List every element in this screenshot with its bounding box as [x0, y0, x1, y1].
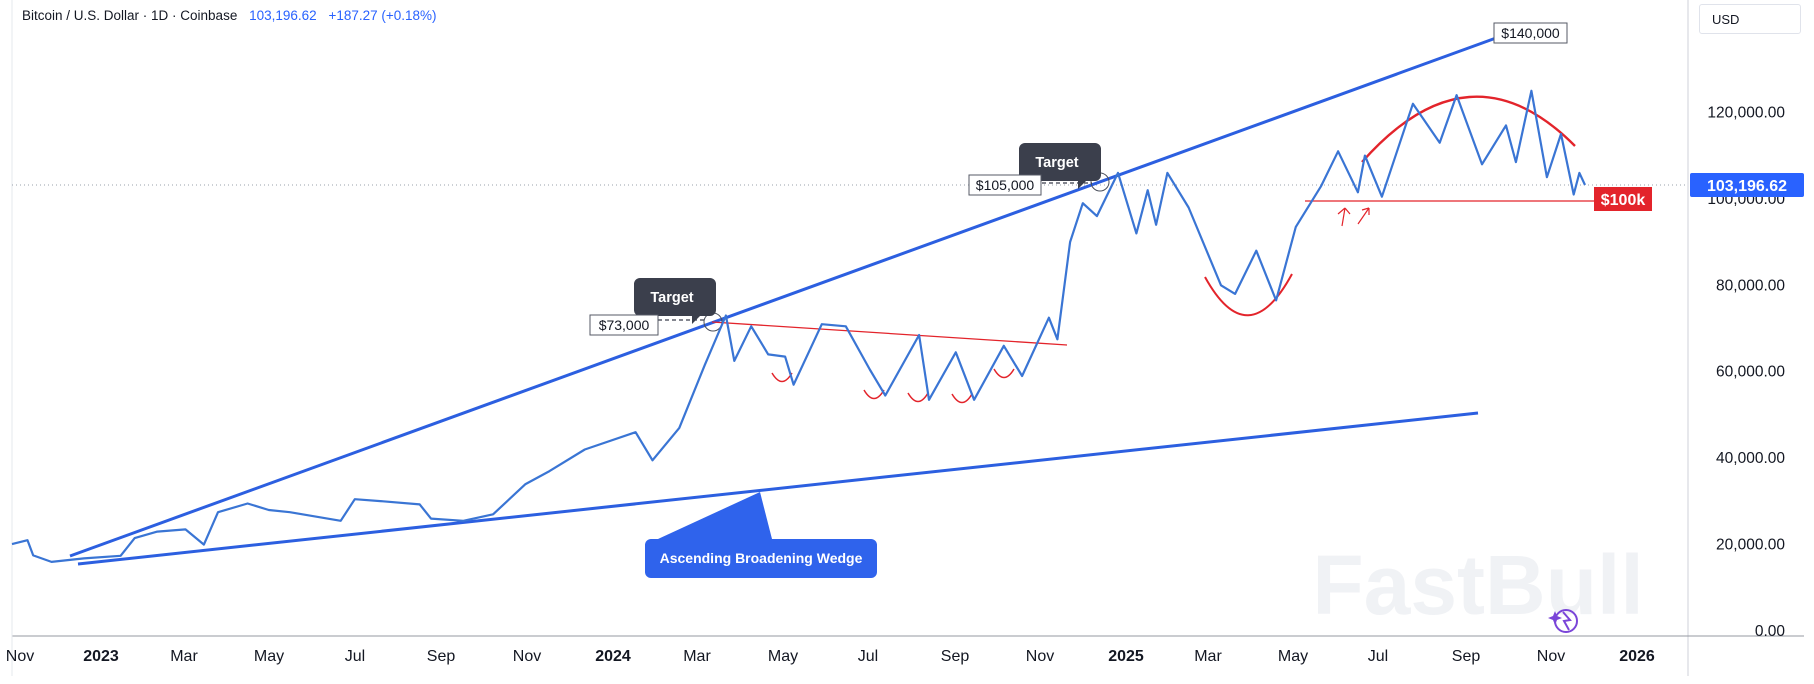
top-price-label-box: [1493, 22, 1568, 44]
time-tick-label: 2023: [83, 648, 119, 665]
watermark-logo: FastBull: [1312, 538, 1643, 632]
price-tick-label: 0.00: [1755, 623, 1786, 640]
wedge-label: Ascending Broadening Wedge: [660, 550, 863, 566]
price-series-line: [11, 89, 1586, 563]
time-tick-label: Nov: [1026, 648, 1054, 665]
rounding-bottom-arc: [1204, 273, 1293, 317]
price-tick-label: 80,000.00: [1716, 277, 1785, 294]
time-tick-label: May: [1278, 648, 1308, 665]
target-2-price-box: [968, 174, 1042, 196]
time-tick-label: 2024: [595, 648, 631, 665]
time-tick-label: 2026: [1619, 648, 1655, 665]
support-tag-box: [1594, 187, 1652, 211]
price-tick-label: 40,000.00: [1716, 450, 1785, 467]
price-tick-label: 60,000.00: [1716, 364, 1785, 381]
time-tick-label: 2025: [1108, 648, 1144, 665]
time-tick-label: Jul: [345, 648, 365, 665]
swing-low-arc: [951, 393, 973, 404]
current-price-tag-box: [1690, 173, 1804, 198]
time-tick-label: Jul: [858, 648, 878, 665]
top-price-label: $140,000: [1501, 25, 1560, 41]
price-change: +187.27 (+0.18%): [328, 8, 437, 23]
time-tick-label: Sep: [427, 648, 456, 665]
time-tick-label: Sep: [941, 648, 970, 665]
wedge-label-box: [645, 539, 877, 578]
support-tag-label: $100k: [1601, 192, 1646, 209]
resistance-line: [711, 321, 1068, 346]
target-1-label: Target: [650, 290, 693, 306]
time-tick-label: Sep: [1452, 648, 1481, 665]
price-tick-label: 120,000.00: [1707, 104, 1785, 121]
symbol-legend: Bitcoin / U.S. Dollar · 1D · Coinbase 10…: [22, 8, 437, 23]
arrow-up-icon: [1357, 207, 1370, 225]
target-1-price-box: [589, 314, 659, 336]
target-1-price: $73,000: [599, 317, 650, 333]
time-tick-label: Nov: [513, 648, 541, 665]
wedge-lower-line: [77, 411, 1479, 566]
target-2-label: Target: [1035, 155, 1078, 171]
current-price-tag: 103,196.62: [1707, 178, 1787, 195]
wedge-upper-line: [69, 36, 1497, 558]
broadening-wedge: [69, 36, 1497, 566]
swing-low-arc: [907, 392, 929, 403]
price-tick-label: 20,000.00: [1716, 537, 1785, 554]
pattern-annotations: [703, 95, 1650, 404]
rounding-top-arc: [1361, 95, 1576, 163]
time-tick-label: Mar: [170, 648, 198, 665]
time-tick-label: May: [254, 648, 284, 665]
time-tick-label: Nov: [6, 648, 34, 665]
currency-selector[interactable]: USD: [1699, 4, 1801, 34]
arrow-up-icon: [1337, 207, 1351, 227]
time-tick-label: May: [768, 648, 798, 665]
callouts: TargetTarget$73,000$105,000$140,000Ascen…: [589, 22, 1804, 578]
time-tick-label: Nov: [1537, 648, 1565, 665]
symbol-title: Bitcoin / U.S. Dollar · 1D · Coinbase: [22, 8, 238, 23]
time-axis: Nov 2023 Mar May Jul Sep Nov 2024 Mar May Jul Sep No…: [6, 648, 1655, 665]
time-tick-label: Mar: [683, 648, 711, 665]
time-tick-label: Mar: [1194, 648, 1222, 665]
time-tick-label: Jul: [1368, 648, 1388, 665]
target-2-price: $105,000: [976, 177, 1035, 193]
target-1-label-bubble: [634, 278, 716, 324]
wedge-label-pointer: [658, 492, 772, 539]
last-price: 103,196.62: [249, 8, 317, 23]
sparkle-icon: [1548, 609, 1578, 633]
swing-low-arc: [993, 368, 1015, 379]
